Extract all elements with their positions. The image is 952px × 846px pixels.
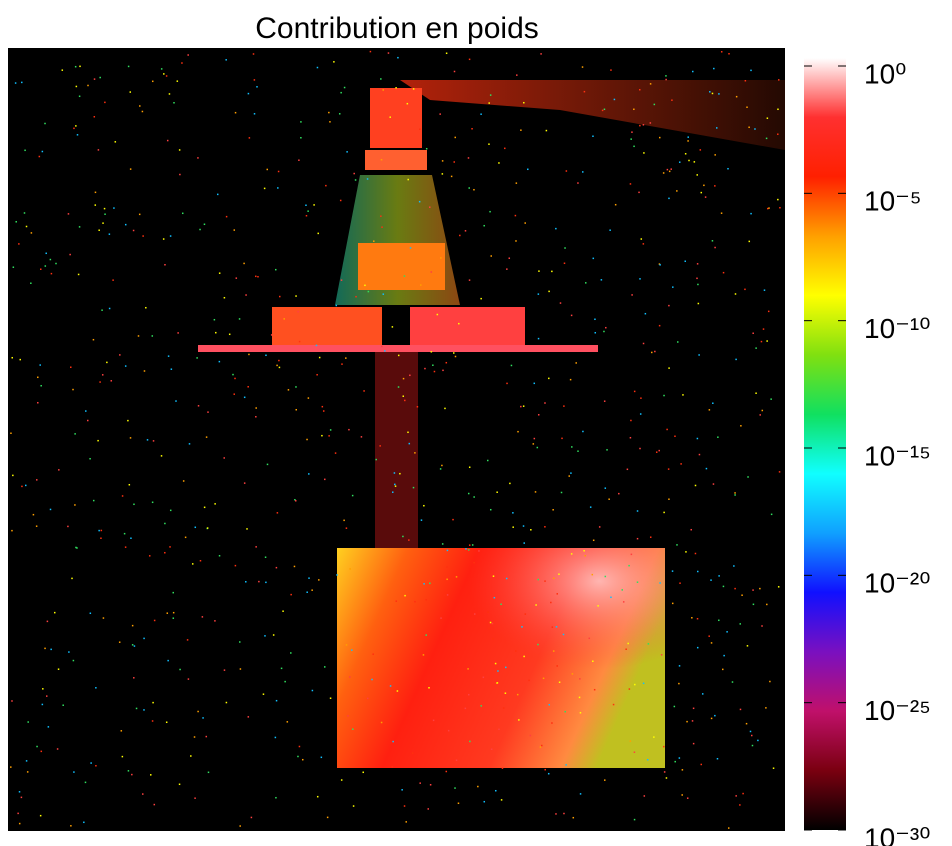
colorbar-tick-label: 10⁻³⁰ (864, 822, 930, 846)
colorbar-tick-label: 10⁻²⁰ (864, 568, 930, 599)
colorbar-tick-label: 10⁰ (864, 58, 906, 89)
colorbar-tick-label: 10⁻⁵ (864, 186, 922, 217)
heatmap-image (8, 48, 785, 831)
colorbar-tick-label: 10⁻²⁵ (864, 695, 931, 726)
colorbar-tick-label: 10⁻¹⁵ (864, 440, 931, 471)
colorbar (804, 58, 846, 830)
chart-title: Contribution en poids (255, 12, 539, 45)
colorbar-tick-label: 10⁻¹⁰ (864, 313, 930, 344)
